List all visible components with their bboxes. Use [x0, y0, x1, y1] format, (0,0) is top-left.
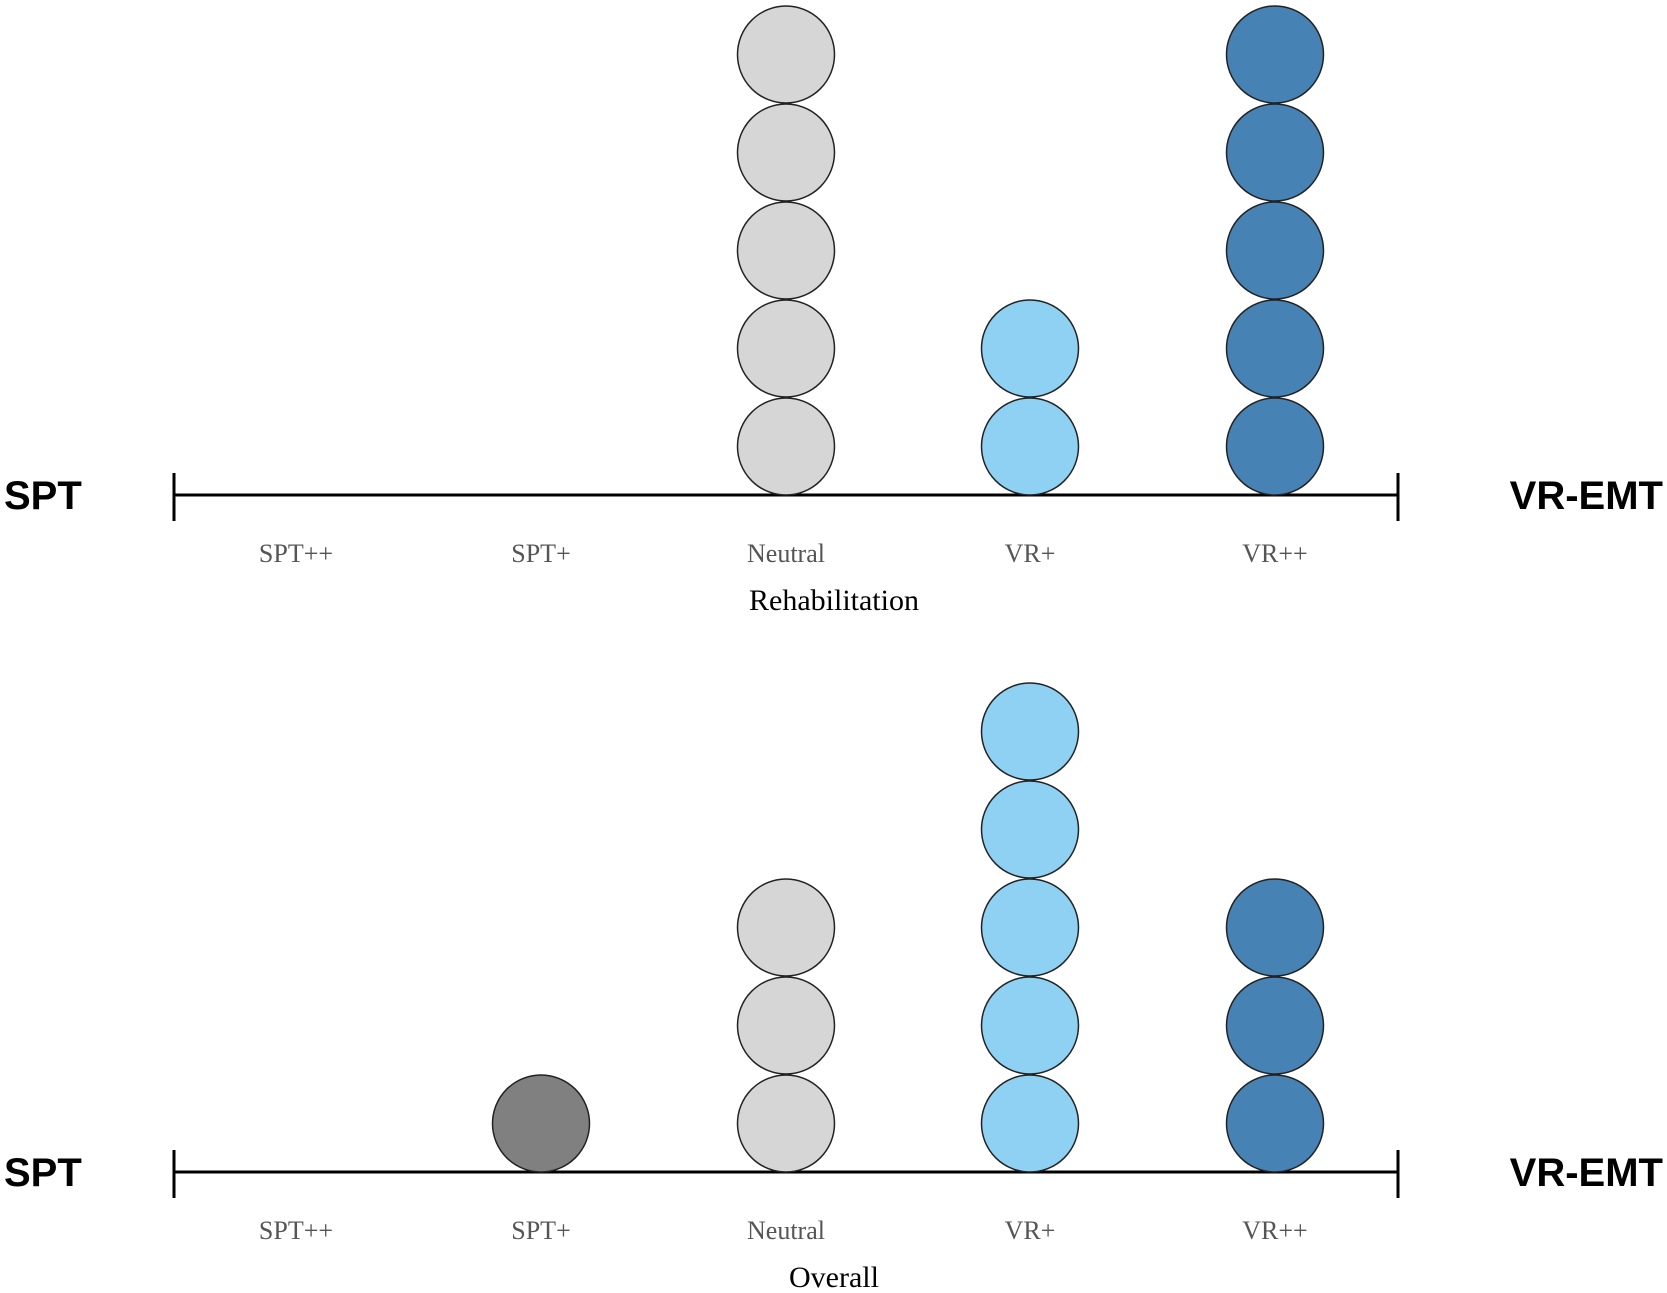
dot-vrplus [980, 976, 1080, 1075]
panel-title: Overall [789, 1261, 879, 1293]
dot-sptplus [491, 1074, 591, 1173]
dot-vrplusplus [1225, 976, 1325, 1075]
category-label: SPT+ [511, 1216, 570, 1245]
dot-neutral [736, 103, 836, 202]
dot-vrplus [980, 397, 1080, 496]
dot-neutral [736, 397, 836, 496]
category-label: Neutral [747, 1216, 825, 1245]
category-label: SPT++ [259, 539, 333, 568]
right-end-label: VR-EMT [1510, 1151, 1663, 1195]
dot-vrplus [980, 780, 1080, 879]
dot-neutral [736, 201, 836, 300]
dot-vrplusplus [1225, 1074, 1325, 1173]
dot-vrplusplus [1225, 299, 1325, 398]
panel-rehabilitation: SPT VR-EMT SPT++ SPT+ Neutral VR+ VR++ Rehabili… [4, 5, 1663, 617]
category-label: SPT++ [259, 1216, 333, 1245]
left-end-label: SPT [4, 1151, 82, 1195]
dot-vrplusplus [1225, 103, 1325, 202]
category-label: SPT+ [511, 539, 570, 568]
dot-vrplus [980, 1074, 1080, 1173]
dot-neutral [736, 1074, 836, 1173]
category-label: Neutral [747, 539, 825, 568]
dot-vrplus [980, 878, 1080, 977]
dot-neutral [736, 5, 836, 104]
dot-vrplusplus [1225, 878, 1325, 977]
panel-overall: SPT VR-EMT SPT++ SPT+ Neutral VR+ VR++ Overall [4, 682, 1663, 1293]
dot-vrplusplus [1225, 5, 1325, 104]
right-end-label: VR-EMT [1510, 474, 1663, 518]
dot-neutral [736, 878, 836, 977]
category-label: VR+ [1005, 1216, 1056, 1245]
dot-neutral [736, 299, 836, 398]
dot-neutral [736, 976, 836, 1075]
dot-vrplus [980, 682, 1080, 781]
category-label: VR++ [1242, 1216, 1307, 1245]
category-label: VR++ [1242, 539, 1307, 568]
dot-vrplusplus [1225, 201, 1325, 300]
dot-vrplusplus [1225, 397, 1325, 496]
category-label: VR+ [1005, 539, 1056, 568]
dot-vrplus [980, 299, 1080, 398]
panel-title: Rehabilitation [749, 584, 919, 617]
left-end-label: SPT [4, 474, 82, 518]
